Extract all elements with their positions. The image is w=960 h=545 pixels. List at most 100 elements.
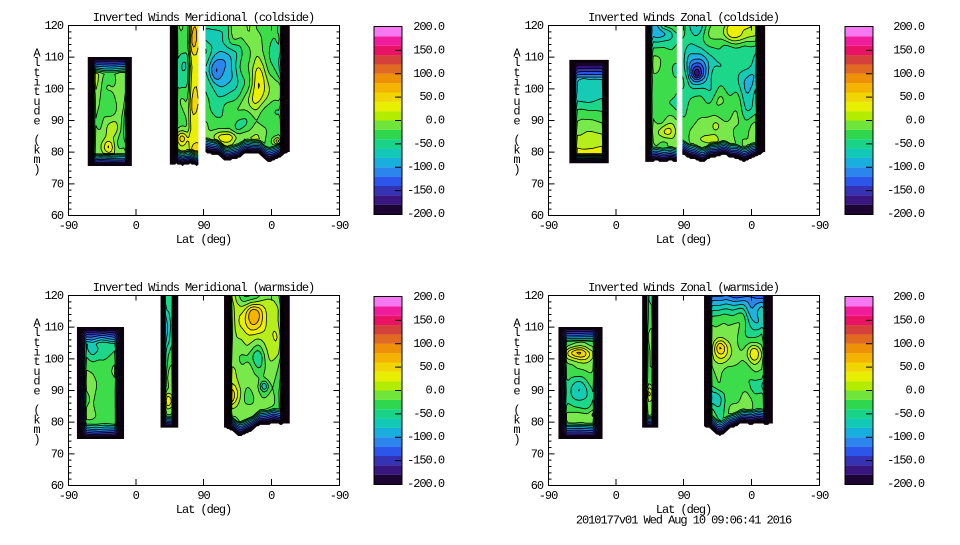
svg-text:-200.0: -200.0 [887, 207, 925, 221]
svg-text:l: l [513, 56, 520, 70]
svg-text:-100.0: -100.0 [887, 430, 925, 444]
svg-text:u: u [513, 95, 520, 109]
svg-text:d: d [513, 105, 520, 119]
svg-text:80: 80 [531, 416, 544, 430]
svg-text:70: 70 [51, 447, 64, 461]
svg-text:k: k [513, 143, 520, 157]
svg-text:k: k [33, 413, 40, 427]
svg-text:-100.0: -100.0 [407, 430, 445, 444]
svg-text:i: i [513, 76, 520, 90]
svg-text:120: 120 [45, 289, 64, 303]
svg-text:t: t [513, 66, 519, 80]
svg-text:A: A [33, 316, 41, 330]
svg-text:0.0: 0.0 [426, 384, 445, 398]
svg-text:50.0: 50.0 [419, 90, 444, 104]
svg-text:t: t [33, 336, 39, 350]
svg-text:100.0: 100.0 [413, 337, 445, 351]
svg-text:100.0: 100.0 [413, 67, 445, 81]
svg-text:-50.0: -50.0 [413, 407, 445, 421]
svg-text:90: 90 [531, 114, 544, 128]
svg-text:-50.0: -50.0 [893, 137, 925, 151]
svg-text:0.0: 0.0 [906, 384, 925, 398]
svg-text:(: ( [513, 134, 519, 148]
svg-text:60: 60 [531, 479, 544, 493]
svg-text:100: 100 [45, 82, 64, 96]
svg-text:u: u [33, 95, 40, 109]
svg-text:80: 80 [51, 416, 64, 430]
svg-text:): ) [513, 163, 519, 177]
svg-text:-150.0: -150.0 [887, 454, 925, 468]
svg-text:0: 0 [133, 219, 140, 233]
svg-text:d: d [33, 105, 40, 119]
svg-text:(: ( [513, 404, 519, 418]
svg-text:-200.0: -200.0 [407, 477, 445, 491]
svg-text:120: 120 [525, 19, 544, 33]
svg-text:t: t [513, 85, 519, 99]
svg-text:70: 70 [531, 177, 544, 191]
svg-text:90: 90 [677, 219, 690, 233]
svg-text:90: 90 [197, 219, 210, 233]
svg-text:(: ( [33, 404, 39, 418]
svg-text:Lat (deg): Lat (deg) [656, 233, 711, 247]
svg-text:t: t [513, 336, 519, 350]
svg-text:0: 0 [268, 219, 275, 233]
svg-text:2010177v01 Wed Aug 10 09:06:41: 2010177v01 Wed Aug 10 09:06:41 2016 [576, 514, 792, 528]
svg-text:-150.0: -150.0 [407, 454, 445, 468]
svg-text:150.0: 150.0 [413, 313, 445, 327]
svg-text:-200.0: -200.0 [407, 207, 445, 221]
svg-text:l: l [33, 326, 40, 340]
svg-text:90: 90 [677, 489, 690, 503]
svg-text:t: t [33, 355, 39, 369]
svg-text:120: 120 [45, 19, 64, 33]
svg-text:A: A [33, 46, 41, 60]
svg-text:-90: -90 [59, 219, 78, 233]
svg-text:60: 60 [51, 479, 64, 493]
svg-text:i: i [513, 346, 520, 360]
svg-text:0.0: 0.0 [426, 114, 445, 128]
svg-text:150.0: 150.0 [413, 43, 445, 57]
svg-text:e: e [513, 384, 520, 398]
svg-text:110: 110 [45, 321, 64, 335]
svg-text:100: 100 [525, 82, 544, 96]
svg-text:-50.0: -50.0 [893, 407, 925, 421]
svg-text:A: A [513, 46, 521, 60]
svg-text:0: 0 [133, 489, 140, 503]
svg-text:90: 90 [51, 114, 64, 128]
svg-text:150.0: 150.0 [893, 313, 925, 327]
svg-text:Inverted Winds Zonal (coldside: Inverted Winds Zonal (coldside) [588, 11, 779, 25]
svg-text:e: e [513, 114, 520, 128]
svg-text:200.0: 200.0 [413, 290, 445, 304]
svg-text:110: 110 [45, 51, 64, 65]
svg-text:60: 60 [51, 209, 64, 223]
svg-text:d: d [33, 375, 40, 389]
svg-text:-90: -90 [330, 489, 349, 503]
svg-text:120: 120 [525, 289, 544, 303]
svg-text:t: t [33, 66, 39, 80]
svg-text:90: 90 [197, 489, 210, 503]
svg-text:Lat (deg): Lat (deg) [176, 503, 231, 517]
svg-text:e: e [33, 114, 40, 128]
svg-text:-50.0: -50.0 [413, 137, 445, 151]
svg-text:Inverted Winds Zonal (warmside: Inverted Winds Zonal (warmside) [588, 281, 779, 295]
svg-text:k: k [513, 413, 520, 427]
svg-text:m: m [513, 153, 520, 167]
svg-text:0: 0 [613, 489, 620, 503]
svg-text:i: i [33, 76, 40, 90]
svg-text:200.0: 200.0 [893, 290, 925, 304]
svg-text:-90: -90 [539, 489, 558, 503]
svg-text:50.0: 50.0 [899, 90, 924, 104]
svg-text:Inverted Winds Meridional (col: Inverted Winds Meridional (coldside) [93, 11, 314, 25]
svg-text:60: 60 [531, 209, 544, 223]
svg-text:0: 0 [748, 219, 755, 233]
svg-text:-200.0: -200.0 [887, 477, 925, 491]
svg-text:-90: -90 [330, 219, 349, 233]
svg-text:80: 80 [51, 146, 64, 160]
svg-text:Lat (deg): Lat (deg) [656, 503, 711, 517]
svg-text:200.0: 200.0 [893, 20, 925, 34]
svg-text:): ) [33, 163, 39, 177]
svg-text:u: u [513, 365, 520, 379]
svg-text:70: 70 [51, 177, 64, 191]
svg-text:80: 80 [531, 146, 544, 160]
svg-text:0: 0 [613, 219, 620, 233]
svg-text:-90: -90 [810, 489, 829, 503]
